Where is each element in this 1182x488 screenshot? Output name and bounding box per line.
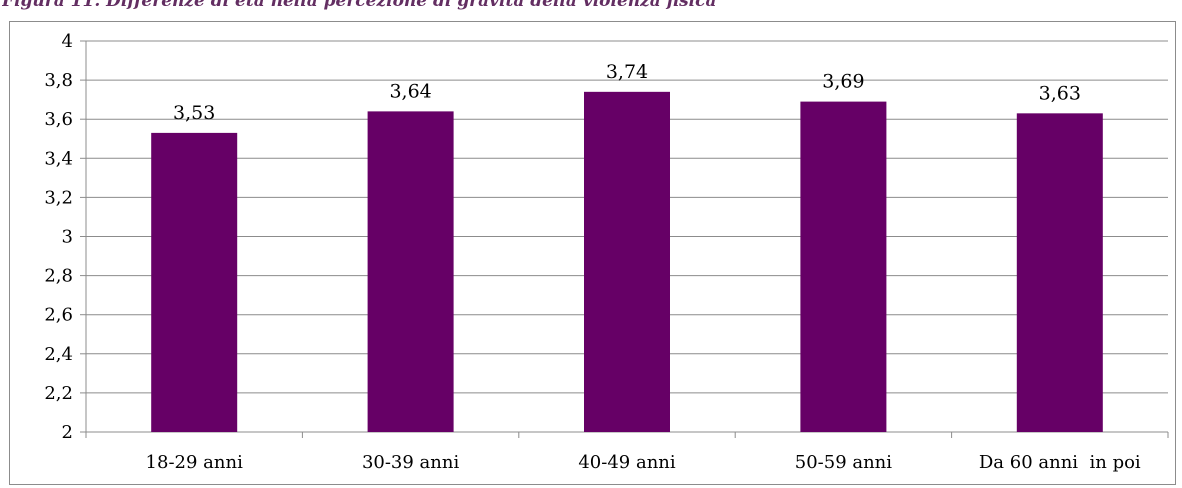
data-label: 3,53 [173, 102, 215, 124]
bar [800, 101, 887, 432]
data-label: 3,64 [389, 80, 431, 102]
x-category-label: 30-39 anni [362, 452, 460, 473]
x-category-label: 50-59 anni [795, 452, 893, 473]
bar [151, 132, 238, 432]
bar-chart: 2 2,2 2,4 2,6 2,8 3 3,2 3,4 3,6 3,8 4 3,53 18-29 ann… [44, 31, 1169, 473]
bar [584, 91, 670, 432]
data-label: 3,63 [1039, 82, 1081, 104]
chart-frame: 2 2,2 2,4 2,6 2,8 3 3,2 3,4 3,6 3,8 4 3,53 18-29 ann… [9, 21, 1176, 485]
y-tick-label: 2,8 [44, 266, 73, 287]
y-tick-label: 2,6 [44, 305, 73, 326]
y-tick-label: 3,6 [44, 109, 73, 130]
y-tick-label: 2,4 [44, 344, 73, 365]
y-tick-label: 3,4 [44, 148, 73, 169]
y-tick-label: 2,2 [44, 383, 73, 404]
x-category-label: 40-49 anni [578, 452, 676, 473]
y-tick-label: 2 [62, 422, 73, 443]
data-label: 3,74 [606, 61, 648, 83]
y-tick-label: 3,2 [44, 187, 73, 208]
data-label: 3,69 [822, 71, 864, 93]
y-tick-label: 3,8 [44, 70, 73, 91]
bar [1016, 113, 1103, 433]
x-category-label: 18-29 anni [146, 452, 244, 473]
bar [367, 111, 454, 432]
y-tick-label: 3 [62, 227, 73, 248]
y-tick-label: 4 [62, 31, 73, 52]
x-category-label: Da 60 anni in poi [979, 452, 1141, 473]
figure-caption: Figura 11. Differenze di età nella perce… [2, 0, 717, 11]
